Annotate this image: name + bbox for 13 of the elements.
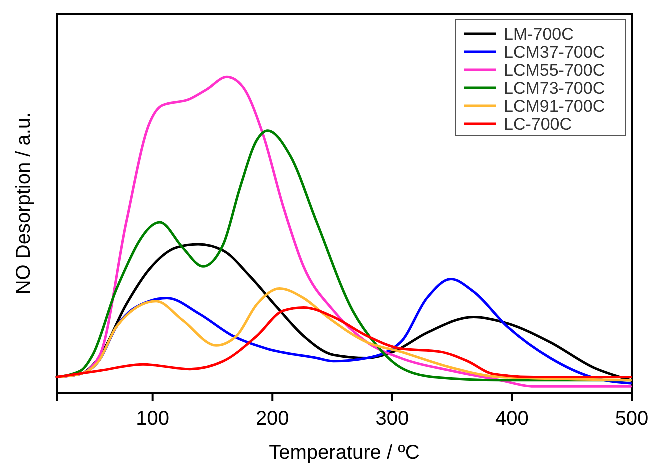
legend-label: LCM55-700C [504, 61, 606, 80]
y-axis-title: NO Desorption / a.u. [13, 112, 35, 295]
legend-label: LCM91-700C [504, 97, 606, 116]
x-tick-label: 500 [615, 408, 649, 430]
x-tick-label: 200 [256, 408, 290, 430]
legend-label: LCM37-700C [504, 43, 606, 62]
legend-label: LM-700C [504, 25, 574, 44]
legend-label: LC-700C [504, 115, 572, 134]
x-axis-title: Temperature / ºC [269, 442, 420, 464]
x-tick-label: 300 [376, 408, 410, 430]
legend-label: LCM73-700C [504, 79, 606, 98]
x-tick-label: 100 [136, 408, 170, 430]
x-tick-label: 400 [496, 408, 529, 430]
